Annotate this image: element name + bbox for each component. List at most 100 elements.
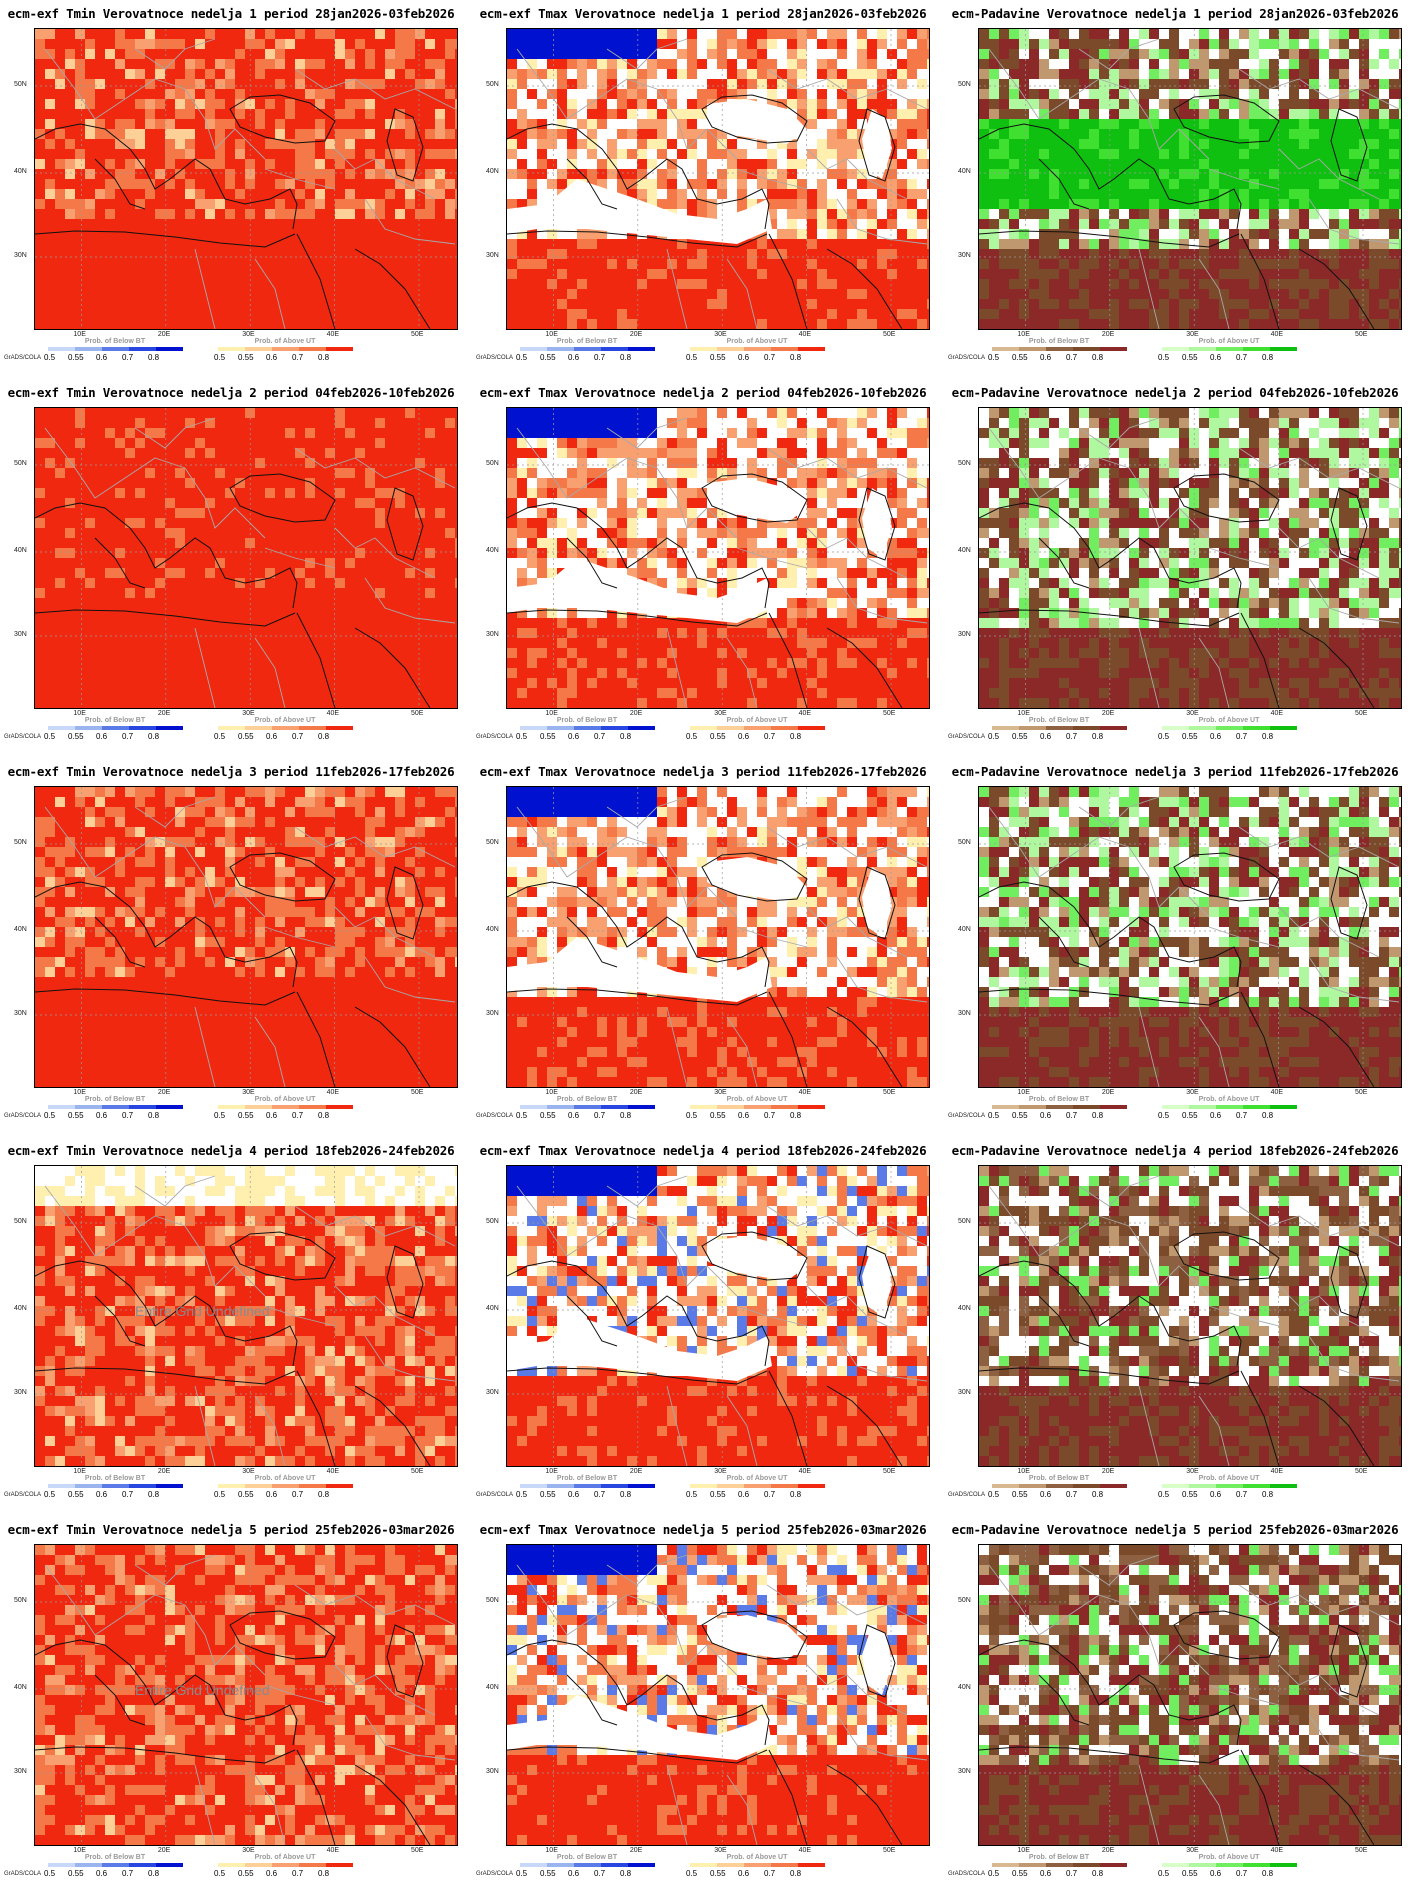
legend-title: Prob. of Below BT bbox=[512, 1854, 662, 1861]
legend-tick-label: 0.55 bbox=[238, 1490, 254, 1499]
legend-title: Prob. of Above UT bbox=[682, 717, 832, 724]
legend-tick-label: 0.7 bbox=[1066, 732, 1077, 741]
legend-swatch bbox=[48, 1863, 75, 1867]
legend-tick-label: 0.5 bbox=[214, 1111, 225, 1120]
probability-map: Entire Grid Undefined bbox=[34, 1544, 458, 1846]
legend-swatch bbox=[520, 726, 547, 730]
legend-tick-label: 0.55 bbox=[68, 353, 84, 362]
panel-title: ecm-exf Tmax Verovatnoce nedelja 4 perio… bbox=[472, 1143, 934, 1158]
legend-tick-label: 0.5 bbox=[988, 1869, 999, 1878]
legend-swatch bbox=[218, 1863, 245, 1867]
lon-tick-label: 10E bbox=[1017, 1847, 1029, 1854]
legend-tick-label: 0.8 bbox=[1262, 732, 1273, 741]
lon-tick-label: 10E bbox=[73, 331, 85, 338]
lat-tick-label: 40N bbox=[14, 1684, 27, 1691]
legend-swatch bbox=[771, 1105, 798, 1109]
map-panel: ecm-Padavine Verovatnoce nedelja 5 perio… bbox=[944, 1516, 1406, 1892]
legend-tick-label: 0.6 bbox=[1040, 732, 1051, 741]
legend-swatch bbox=[129, 1484, 156, 1488]
legend-tick-label: 0.7 bbox=[594, 1490, 605, 1499]
legend-swatch bbox=[245, 1105, 272, 1109]
legend-tick-label: 0.6 bbox=[738, 732, 749, 741]
legend-swatch bbox=[601, 1484, 628, 1488]
lat-tick-label: 50N bbox=[14, 1218, 27, 1225]
legend-above: Prob. of Above UT 0.5 0.55 0.6 0.7 0.8 bbox=[682, 717, 832, 747]
grads-credit: GrADS/COLA bbox=[948, 1492, 985, 1498]
lon-tick-label: 50E bbox=[1355, 1089, 1367, 1096]
legend-swatch bbox=[771, 1484, 798, 1488]
legend-color-bar bbox=[218, 1863, 353, 1867]
legend-swatch bbox=[1100, 1484, 1127, 1488]
legend-swatch bbox=[245, 347, 272, 351]
lon-tick-label: 20E bbox=[158, 1089, 170, 1096]
lon-tick-label: 10E bbox=[545, 1468, 557, 1475]
panel-title: ecm-Padavine Verovatnoce nedelja 1 perio… bbox=[944, 6, 1406, 21]
legend-tick-label: 0.6 bbox=[568, 1490, 579, 1499]
color-legend: GrADS/COLA Prob. of Below BT 0.5 0.55 0.6 0.7… bbox=[944, 338, 1406, 368]
legend-color-bar bbox=[520, 1105, 655, 1109]
grads-credit: GrADS/COLA bbox=[476, 1113, 513, 1119]
legend-swatch bbox=[1216, 1105, 1243, 1109]
legend-title: Prob. of Above UT bbox=[210, 717, 360, 724]
lon-tick-label: 10E bbox=[73, 1089, 85, 1096]
map-panel: ecm-exf Tmax Verovatnoce nedelja 3 perio… bbox=[472, 758, 934, 1134]
lat-tick-label: 30N bbox=[14, 1768, 27, 1775]
legend-tick-label: 0.55 bbox=[540, 1111, 556, 1120]
legend-color-bar bbox=[48, 1105, 183, 1109]
probability-map bbox=[978, 786, 1402, 1088]
map-panel: ecm-exf Tmax Verovatnoce nedelja 5 perio… bbox=[472, 1516, 934, 1892]
grads-credit: GrADS/COLA bbox=[948, 1113, 985, 1119]
legend-below: Prob. of Below BT 0.5 0.55 0.6 0.7 0.8 bbox=[512, 1096, 662, 1126]
legend-swatch bbox=[156, 1105, 183, 1109]
legend-tick-label: 0.8 bbox=[790, 732, 801, 741]
legend-tick-label: 0.6 bbox=[738, 1111, 749, 1120]
legend-color-bar bbox=[218, 1105, 353, 1109]
legend-swatch bbox=[574, 726, 601, 730]
legend-tick-label: 0.55 bbox=[1182, 1111, 1198, 1120]
legend-swatch bbox=[156, 347, 183, 351]
map-panel: ecm-Padavine Verovatnoce nedelja 1 perio… bbox=[944, 0, 1406, 376]
legend-tick-label: 0.8 bbox=[790, 1111, 801, 1120]
lon-tick-label: 30E bbox=[714, 331, 726, 338]
legend-tick-label: 0.6 bbox=[738, 353, 749, 362]
legend-tick-label: 0.55 bbox=[238, 353, 254, 362]
legend-swatch bbox=[628, 1863, 655, 1867]
legend-swatch bbox=[1162, 347, 1189, 351]
legend-title: Prob. of Below BT bbox=[984, 1475, 1134, 1482]
lon-tick-label: 10E bbox=[545, 710, 557, 717]
legend-tick-label: 0.7 bbox=[292, 1869, 303, 1878]
legend-tick-label: 0.7 bbox=[1066, 1869, 1077, 1878]
legend-color-bar bbox=[1162, 347, 1297, 351]
legend-title: Prob. of Above UT bbox=[1154, 717, 1304, 724]
legend-color-bar bbox=[1162, 1863, 1297, 1867]
legend-above: Prob. of Above UT 0.5 0.55 0.6 0.7 0.8 bbox=[210, 1854, 360, 1884]
legend-tick-label: 0.6 bbox=[266, 353, 277, 362]
lat-tick-label: 30N bbox=[486, 631, 499, 638]
legend-tick-label: 0.55 bbox=[710, 353, 726, 362]
legend-title: Prob. of Below BT bbox=[984, 717, 1134, 724]
panel-title: ecm-Padavine Verovatnoce nedelja 5 perio… bbox=[944, 1522, 1406, 1537]
panel-title: ecm-exf Tmin Verovatnoce nedelja 5 perio… bbox=[0, 1522, 462, 1537]
legend-tick-label: 0.6 bbox=[1210, 1490, 1221, 1499]
lon-tick-label: 50E bbox=[411, 1089, 423, 1096]
legend-swatch bbox=[129, 1105, 156, 1109]
legend-swatch bbox=[992, 1484, 1019, 1488]
lon-tick-label: 50E bbox=[411, 1847, 423, 1854]
legend-tick-label: 0.8 bbox=[1092, 1111, 1103, 1120]
legend-title: Prob. of Above UT bbox=[210, 1096, 360, 1103]
lon-tick-label: 30E bbox=[714, 1847, 726, 1854]
lat-tick-label: 50N bbox=[14, 460, 27, 467]
legend-tick-label: 0.5 bbox=[1158, 732, 1169, 741]
legend-below: Prob. of Below BT 0.5 0.55 0.6 0.7 0.8 bbox=[40, 1096, 190, 1126]
legend-swatch bbox=[1162, 726, 1189, 730]
legend-tick-label: 0.55 bbox=[1012, 732, 1028, 741]
grads-credit: GrADS/COLA bbox=[476, 355, 513, 361]
legend-swatch bbox=[798, 1863, 825, 1867]
map-panel: ecm-exf Tmax Verovatnoce nedelja 1 perio… bbox=[472, 0, 934, 376]
legend-tick-label: 0.5 bbox=[44, 353, 55, 362]
legend-tick-label: 0.8 bbox=[148, 1490, 159, 1499]
legend-swatch bbox=[717, 1105, 744, 1109]
color-legend: GrADS/COLA Prob. of Below BT 0.5 0.55 0.6 0.7… bbox=[0, 338, 462, 368]
legend-tick-label: 0.5 bbox=[516, 1111, 527, 1120]
legend-tick-label: 0.55 bbox=[1012, 353, 1028, 362]
